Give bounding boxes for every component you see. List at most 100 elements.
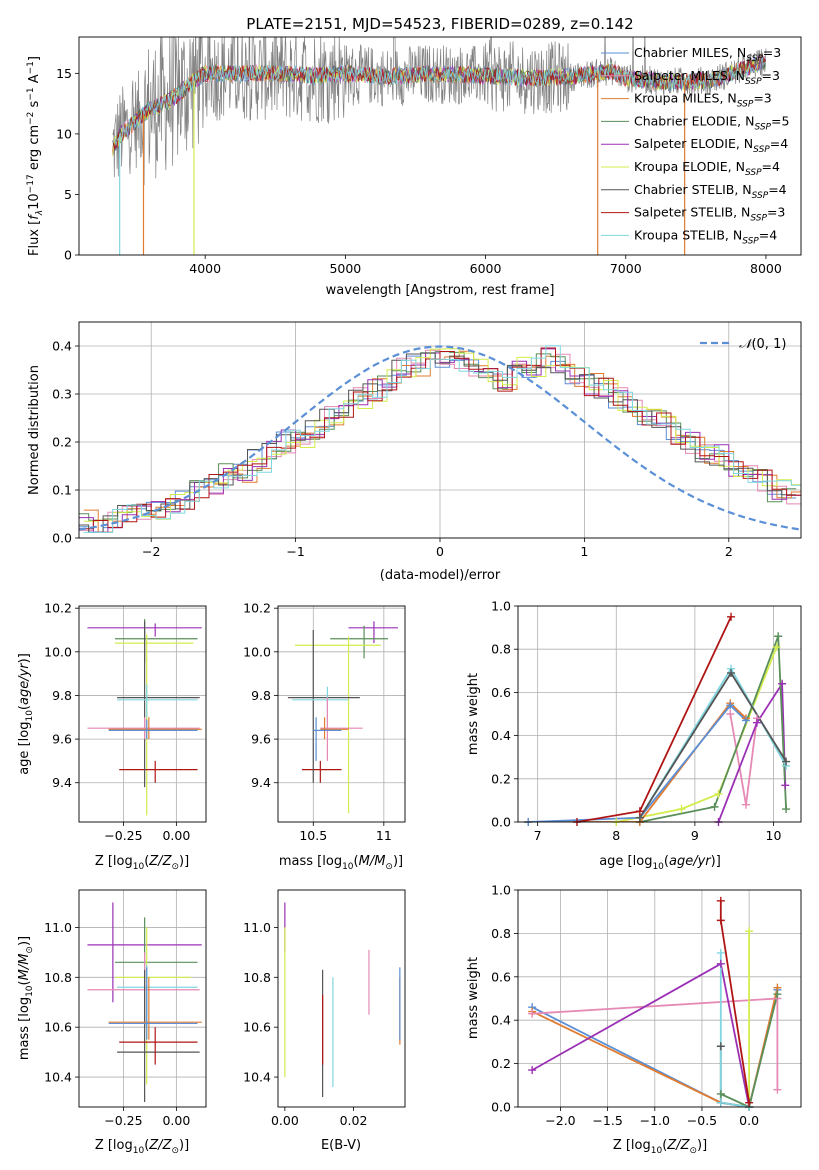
y-tick-label: 11.0 (243, 920, 271, 935)
panel-weight-vs-z: −2.0 −1.5 −1.0 −0.5 0.0 0.0 0.2 0.4 0.6 0.8 1.0 (491, 883, 802, 1128)
weight-marker (741, 800, 750, 809)
weight-marker (727, 612, 736, 621)
histogram-chabrier_elodie (79, 351, 797, 521)
x-tick-label: 0.00 (162, 828, 190, 843)
histogram-chabrier_stelib (79, 352, 797, 533)
panel-age-vs-mass: 10.5 11 9.4 9.6 9.8 10.0 10.2 (243, 601, 406, 843)
weight-marker (716, 896, 725, 905)
x-tick-label: −0.5 (687, 1113, 717, 1128)
x-tick-label: 7 (534, 828, 542, 843)
x-axis-label: age [log10(age/yr)] (599, 854, 721, 872)
legend-label: Chabrier MILES, NSSP=3 (634, 45, 781, 64)
weight-marker (716, 948, 725, 957)
weight-marker (727, 668, 736, 677)
weight-line (717, 680, 787, 822)
x-axis-label: Z [log10(Z/Z⊙)] (95, 854, 189, 872)
y-tick-label: 0.6 (491, 685, 511, 700)
legend-label: 𝒩(0, 1) (739, 337, 786, 352)
legend-label: Salpeter ELODIE, NSSP=4 (634, 136, 788, 155)
x-tick-label: 10.5 (299, 828, 327, 843)
y-tick-label: 0.0 (52, 531, 72, 546)
panel-mass-vs-z: −0.25 0.00 10.4 10.6 10.8 11.0 (44, 889, 207, 1128)
x-tick-label: −1 (286, 544, 304, 559)
weight-marker (745, 1098, 754, 1107)
weight-marker (773, 1085, 782, 1094)
y-tick-label: 9.4 (52, 775, 72, 790)
y-tick-label: 10.8 (243, 970, 271, 985)
panel-spectrum: 4000 5000 6000 7000 8000 0 5 10 15 Chabrier MILES… (56, 36, 802, 276)
weight-marker (716, 1089, 725, 1098)
y-tick-label: 10.6 (44, 1020, 72, 1035)
weight-marker (745, 927, 754, 936)
weight-line (528, 701, 747, 822)
y-tick-label: 9.4 (251, 775, 271, 790)
weight-line (576, 616, 732, 822)
legend-label: Chabrier ELODIE, NSSP=5 (634, 113, 789, 132)
x-tick-label: 8000 (750, 261, 782, 276)
weight-marker (782, 805, 791, 814)
x-tick-label: 4000 (189, 261, 221, 276)
axes-frame (277, 605, 406, 823)
y-tick-label: 0.2 (491, 1056, 511, 1071)
weight-line (531, 962, 750, 1107)
y-tick-label: 0.4 (491, 728, 511, 743)
legend-label: Kroupa MILES, NSSP=3 (634, 91, 772, 110)
weight-line (528, 704, 747, 822)
weight-line (720, 993, 779, 1107)
weight-marker (710, 802, 719, 811)
x-tick-label: 0.0 (739, 1113, 759, 1128)
y-tick-label: 10.6 (243, 1020, 271, 1035)
y-tick-label: 10.2 (243, 601, 271, 616)
y-axis-label: mass weight (466, 957, 481, 1039)
weight-marker (726, 701, 735, 710)
weight-marker (635, 807, 644, 816)
x-tick-label: 8 (612, 828, 620, 843)
x-tick-label: 2 (725, 544, 733, 559)
y-tick-label: 10.0 (44, 644, 72, 659)
legend-label: Salpeter MILES, NSSP=3 (634, 68, 780, 87)
y-tick-label: 1.0 (491, 599, 511, 614)
axes-frame (517, 889, 802, 1108)
axes-frame (78, 321, 802, 539)
x-axis-label: wavelength [Angstrom, rest frame] (326, 283, 555, 298)
x-axis-label: Z [log10(Z/Z⊙)] (95, 1138, 189, 1156)
y-tick-label: 9.6 (52, 732, 72, 747)
y-axis-label: mass weight (466, 673, 481, 755)
y-tick-label: 0.4 (491, 1013, 511, 1028)
y-tick-label: 15 (56, 66, 72, 81)
model-spectrum-kroupa_stelib (112, 55, 766, 146)
axes-frame (277, 889, 406, 1108)
weight-marker (716, 1042, 725, 1051)
plot-area (518, 606, 801, 822)
x-tick-label: −0.25 (104, 1113, 142, 1128)
axes-frame (78, 36, 802, 256)
weight-marker (772, 643, 781, 652)
legend-label: Chabrier STELIB, NSSP=4 (634, 182, 787, 201)
weight-marker (774, 632, 783, 641)
plot-area (79, 606, 206, 822)
weight-marker (741, 716, 750, 725)
y-tick-label: 0.0 (491, 1100, 511, 1115)
y-tick-label: 1.0 (491, 883, 511, 898)
y-tick-label: 9.8 (52, 688, 72, 703)
x-tick-label: −0.25 (104, 828, 142, 843)
x-tick-label: 7000 (610, 261, 642, 276)
x-tick-label: −2 (142, 544, 160, 559)
histogram-kroupa_stelib (83, 345, 801, 533)
x-tick-label: 0.02 (340, 1113, 368, 1128)
x-tick-label: −1.0 (640, 1113, 670, 1128)
legend-label: Kroupa STELIB, NSSP=4 (634, 227, 777, 246)
x-tick-label: 11 (376, 828, 392, 843)
y-tick-label: 5 (64, 187, 72, 202)
weight-marker (716, 959, 725, 968)
y-axis-label: Flux [fλ10−17 erg cm−2 s−1 A−1] (26, 56, 45, 256)
y-axis-label: mass [log10(M/M⊙)] (17, 936, 35, 1060)
y-tick-label: 0.2 (491, 771, 511, 786)
y-tick-label: 10 (56, 126, 72, 141)
y-tick-label: 10.2 (44, 601, 72, 616)
weight-marker (782, 757, 791, 766)
y-tick-label: 0.4 (52, 339, 72, 354)
y-tick-label: 0.1 (52, 483, 72, 498)
weight-marker (716, 916, 725, 925)
